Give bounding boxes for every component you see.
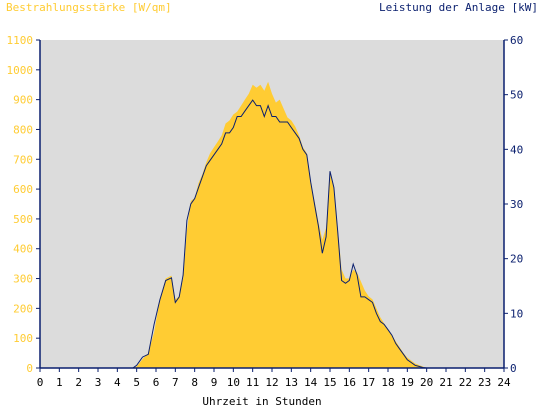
power-line — [40, 99, 504, 369]
right-tick-label: 50 — [510, 89, 523, 102]
right-tick-label: 40 — [510, 143, 523, 156]
x-tick-label: 22 — [459, 376, 472, 389]
left-tick-label: 1100 — [7, 34, 34, 47]
x-tick-label: 12 — [265, 376, 278, 389]
x-tick-label: 19 — [401, 376, 414, 389]
x-tick-label: 23 — [478, 376, 491, 389]
x-tick-label: 2 — [75, 376, 82, 389]
left-tick-label: 800 — [13, 123, 33, 136]
x-tick-label: 9 — [211, 376, 218, 389]
left-tick-label: 300 — [13, 273, 33, 286]
left-tick-label: 400 — [13, 243, 33, 256]
left-tick-label: 900 — [13, 94, 33, 107]
x-tick-label: 21 — [439, 376, 452, 389]
x-tick-label: 15 — [323, 376, 336, 389]
left-tick-label: 100 — [13, 332, 33, 345]
left-tick-label: 600 — [13, 183, 33, 196]
x-tick-label: 20 — [420, 376, 433, 389]
left-tick-label: 1000 — [7, 64, 34, 77]
x-tick-label: 5 — [133, 376, 140, 389]
x-tick-label: 3 — [95, 376, 102, 389]
left-tick-label: 0 — [26, 362, 33, 375]
x-tick-label: 24 — [497, 376, 511, 389]
x-tick-label: 11 — [246, 376, 259, 389]
right-tick-label: 0 — [510, 362, 517, 375]
x-tick-label: 16 — [343, 376, 356, 389]
x-tick-label: 6 — [153, 376, 160, 389]
right-tick-label: 20 — [510, 253, 523, 266]
x-tick-label: 13 — [285, 376, 298, 389]
x-tick-label: 4 — [114, 376, 121, 389]
right-tick-label: 30 — [510, 198, 523, 211]
x-axis-title: Uhrzeit in Stunden — [202, 395, 321, 408]
irradiance-area — [40, 81, 504, 368]
x-tick-label: 17 — [362, 376, 375, 389]
left-tick-label: 500 — [13, 213, 33, 226]
left-axis-title: Bestrahlungsstärke [W/qm] — [6, 1, 172, 14]
left-tick-label: 700 — [13, 153, 33, 166]
x-tick-label: 0 — [37, 376, 44, 389]
axis-ticks: 0 1 2 3 4 5 6 7 8 9 10 11 12 13 14 15 16 17 18 19 20 21 22 23 24… — [7, 34, 524, 389]
x-tick-label: 7 — [172, 376, 179, 389]
x-tick-label: 18 — [381, 376, 394, 389]
left-tick-label: 200 — [13, 302, 33, 315]
x-tick-label: 14 — [304, 376, 318, 389]
right-axis-title: Leistung der Anlage [kW] — [379, 1, 538, 14]
x-tick-label: 10 — [227, 376, 240, 389]
right-tick-label: 10 — [510, 307, 523, 320]
x-tick-label: 8 — [191, 376, 198, 389]
right-tick-label: 60 — [510, 34, 523, 47]
x-tick-label: 1 — [56, 376, 63, 389]
